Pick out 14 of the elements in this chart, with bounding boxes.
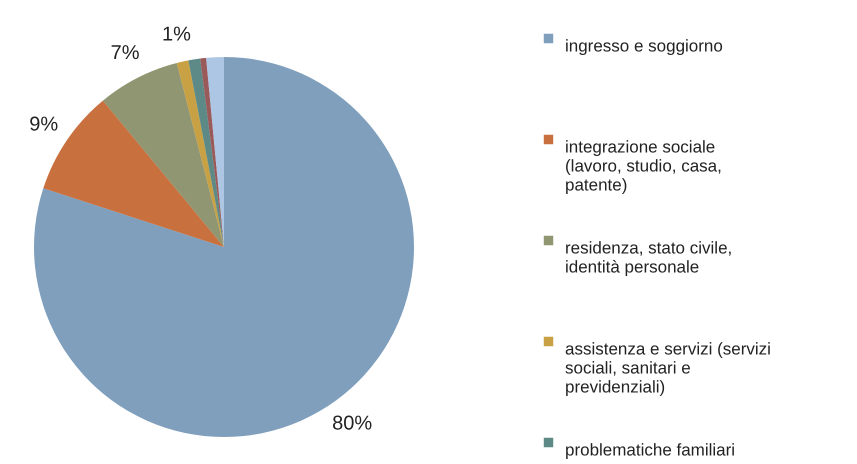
legend-label: problematiche familiari bbox=[565, 440, 736, 460]
data-label: 7% bbox=[110, 42, 140, 64]
data-label: 1% bbox=[162, 23, 192, 46]
legend-label: residenza, stato civile, identità personale bbox=[565, 238, 732, 276]
legend-label: assistenza e servizi (servizi sociali, sanitari e previdenziali) bbox=[565, 340, 771, 396]
pie-slice bbox=[200, 58, 224, 247]
pie-slice bbox=[206, 57, 224, 247]
legend-label: integrazione sociale (lavoro, studio, casa, patente) bbox=[565, 138, 722, 194]
data-label: 80% bbox=[332, 412, 372, 434]
pie-slice bbox=[176, 60, 224, 247]
legend-label: ingresso e soggiorno bbox=[565, 36, 723, 56]
pie-slice bbox=[188, 58, 224, 247]
data-label: 9% bbox=[29, 113, 58, 136]
pie-slice bbox=[102, 62, 224, 247]
